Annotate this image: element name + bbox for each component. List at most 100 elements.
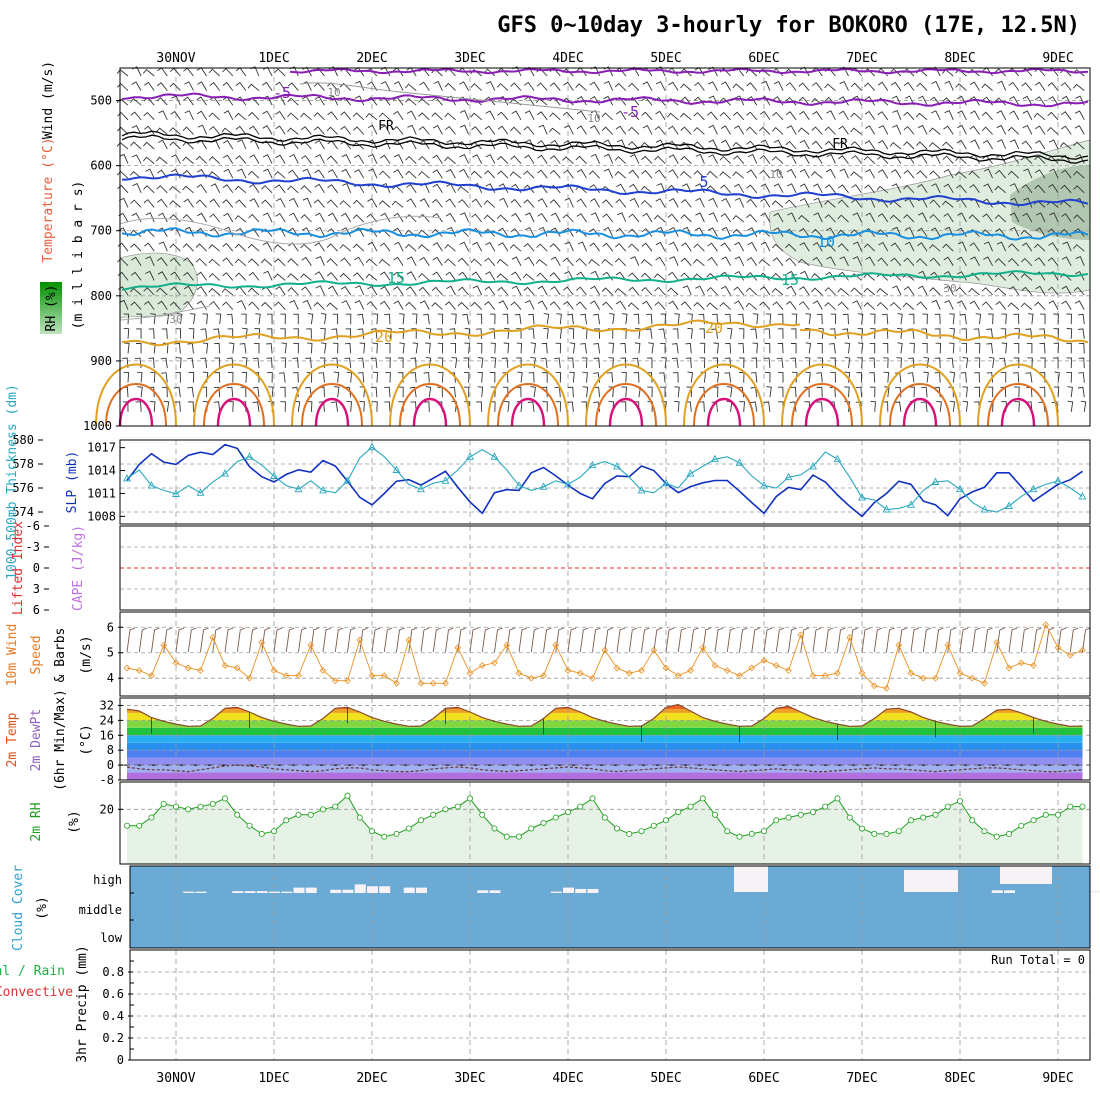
wind-barb (647, 386, 653, 398)
precip-legend-label: Convective (0, 985, 73, 1000)
wind-barb (367, 124, 378, 135)
wind-barb (485, 241, 496, 252)
wind-barb (593, 386, 601, 398)
wind-barb (791, 313, 798, 325)
wind-barb (498, 183, 509, 194)
wind-barb (523, 199, 535, 208)
wind-barb (524, 256, 535, 267)
wind-barb (287, 287, 299, 296)
thickness-point (956, 484, 964, 493)
wind-barb (459, 153, 470, 164)
thickness-point (368, 442, 376, 451)
wind-barb (969, 96, 980, 106)
y-tick-label: 1000 (83, 419, 112, 433)
wind-barb (209, 227, 221, 237)
wind-barb (680, 155, 692, 164)
wind-barb (850, 141, 862, 150)
wind-barb (510, 198, 522, 208)
y-axis-title: Cloud Cover (11, 865, 26, 951)
wind-barb (824, 287, 836, 296)
wind-barb (603, 226, 614, 237)
wind-barb (261, 199, 273, 208)
wind-barb (994, 287, 1007, 296)
temp-contour-25-lobe (889, 383, 951, 427)
wind-barb (903, 81, 915, 91)
wind-barb (169, 141, 181, 150)
wind-barb (280, 386, 286, 398)
rh-point (540, 820, 547, 827)
wind-barb (313, 126, 325, 135)
wind-barb (393, 256, 404, 267)
temp-contour-20-lobe (95, 363, 177, 427)
wind-barb-10m (543, 627, 552, 653)
wind-barb (425, 386, 432, 398)
contour-label: 10 (817, 233, 835, 251)
wind-barb (995, 300, 1007, 310)
wind-barb (949, 327, 956, 339)
wind-barb (646, 313, 653, 325)
wind-barb (601, 126, 614, 135)
wind-barb (947, 357, 954, 369)
wind-barb (772, 111, 784, 121)
wind-barb (785, 300, 797, 310)
wind-barb (1048, 96, 1059, 106)
wind-barb (144, 81, 155, 91)
wind-speed-point (981, 679, 988, 687)
wind-barb (641, 155, 653, 164)
wind-barb-10m (261, 627, 270, 653)
y-tick-label: 800 (90, 289, 112, 303)
wind-barb (824, 214, 836, 223)
wind-barb (554, 357, 561, 369)
wind-barb (903, 184, 915, 194)
wind-barb (1021, 82, 1033, 91)
wind-barb (418, 112, 430, 121)
rh-contour (119, 215, 441, 245)
wind-barb (357, 328, 365, 339)
wind-speed-point (478, 662, 486, 669)
wind-barb (226, 386, 234, 398)
wind-barb (355, 285, 365, 296)
wind-barb (228, 401, 234, 412)
wind-barb (463, 386, 470, 398)
wind-barb-10m (628, 627, 638, 653)
wind-barb-10m (1069, 627, 1079, 653)
wind-barb (432, 213, 443, 223)
wind-barb (208, 171, 220, 179)
wind-barb (752, 313, 759, 325)
wind-barb (275, 212, 286, 223)
wind-barb (187, 386, 194, 398)
wind-barb (878, 124, 889, 135)
rh-point (1055, 811, 1062, 818)
wind-barb (182, 156, 194, 164)
wind-barb (431, 228, 443, 237)
wind-barb (300, 214, 312, 223)
wind-barb (1053, 342, 1059, 354)
wind-barb (384, 313, 391, 325)
wind-barb (331, 401, 339, 412)
wind-barb (982, 301, 993, 310)
wind-barb (931, 299, 941, 310)
wind-barb (406, 183, 417, 194)
wind-speed-point (674, 672, 682, 680)
wind-barb (771, 126, 784, 135)
wind-barb (943, 125, 954, 135)
wind-barb-10m (824, 627, 834, 653)
wind-barb (921, 401, 928, 412)
wind-barb (275, 81, 286, 91)
contour-label: 20 (375, 328, 393, 346)
wind-barb (563, 286, 574, 296)
wind-barb (720, 242, 731, 252)
wind-barb (116, 83, 129, 91)
wind-barb (549, 272, 561, 281)
wind-barb (934, 313, 941, 325)
wind-barb (156, 185, 168, 194)
wind-speed-point (356, 636, 364, 644)
wind-barb (458, 271, 469, 281)
wind-barb (645, 328, 653, 339)
wind-barb (145, 212, 155, 223)
wind-barb-10m (383, 627, 393, 653)
y-axis-title: Temperature (°C) (41, 137, 56, 262)
wind-barb (170, 271, 181, 281)
wind-speed-point (184, 664, 192, 672)
thickness-point (490, 452, 499, 460)
